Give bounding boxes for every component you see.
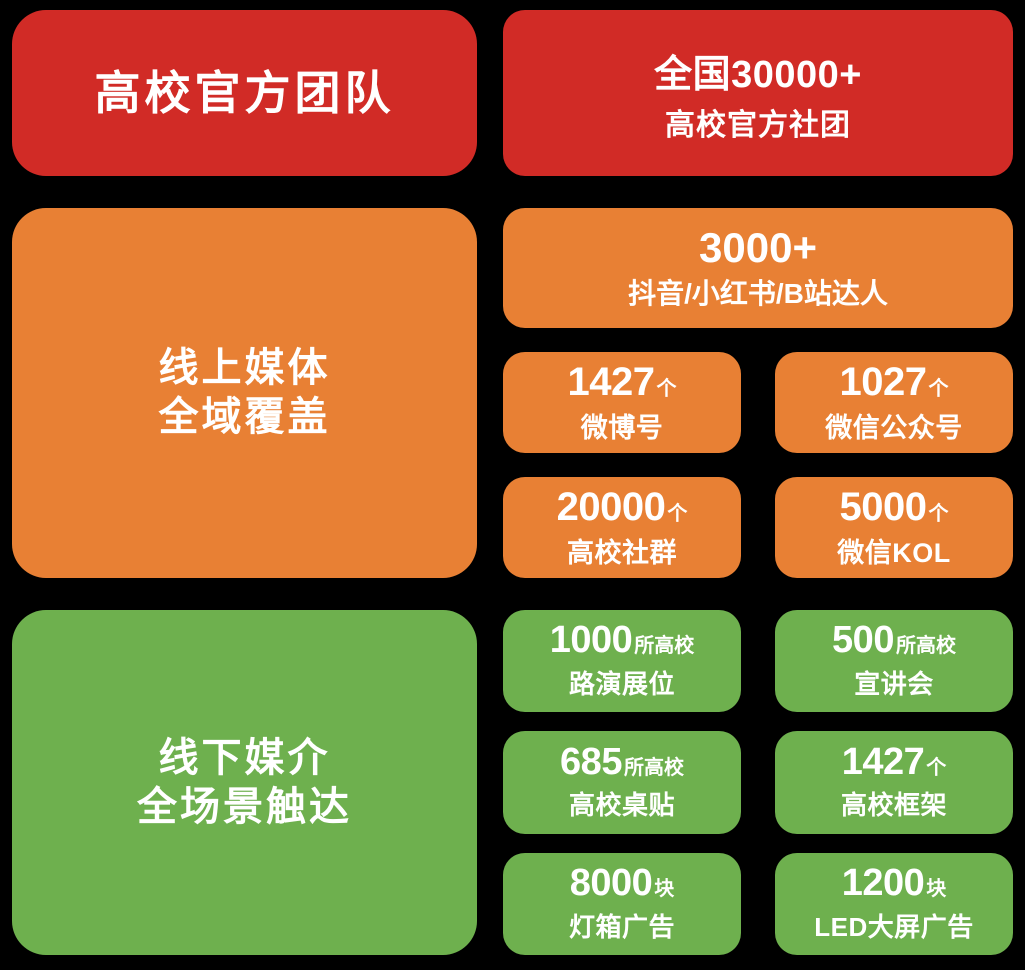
stat-row-offline-2: 685 所高校 高校桌贴 1427 个 高校框架: [503, 731, 1013, 834]
hero-line-1: 高校官方团队: [94, 66, 395, 119]
hero-card-offline-media: 线下媒介 全场景触达: [12, 610, 477, 955]
stat-banner-number: 全国30000+: [654, 53, 862, 96]
stat-unit: 个: [926, 756, 947, 779]
stat-label: 高校社群: [567, 537, 677, 568]
hero-text-online-media: 线上媒体 全域覆盖: [159, 344, 331, 442]
stat-cell-wechat-official-account: 1027 个 微信公众号: [775, 352, 1013, 453]
stat-number-line: 1027 个: [840, 361, 949, 403]
stat-unit: 块: [654, 877, 675, 900]
stat-row-offline-3: 8000 块 灯箱广告 1200 块 LED大屏广告: [503, 852, 1013, 955]
stat-number: 1027: [839, 359, 927, 404]
stat-label: 宣讲会: [854, 669, 934, 700]
stat-label: 微信KOL: [837, 537, 951, 568]
stat-cell-lightbox-ad: 8000 块 灯箱广告: [503, 852, 741, 955]
hero-card-online-media: 线上媒体 全域覆盖: [12, 208, 477, 578]
stat-number-line: 1000 所高校: [549, 619, 695, 662]
stat-unit: 所高校: [895, 635, 956, 658]
stat-number-line: 1427 个: [568, 361, 677, 403]
stat-unit: 块: [926, 877, 947, 900]
stat-number-line: 5000 个: [840, 486, 949, 528]
stat-number: 1427: [841, 740, 925, 783]
stat-cell-weibo: 1427 个 微博号: [503, 352, 741, 453]
stat-label: 微信公众号: [825, 412, 963, 443]
stat-row-offline-1: 1000 所高校 路演展位 500 所高校 宣讲会: [503, 610, 1013, 713]
stat-number: 1427: [567, 359, 655, 404]
hero-line-2: 全域覆盖: [158, 395, 331, 439]
hero-text-offline-media: 线下媒介 全场景触达: [137, 734, 352, 832]
stat-cell-info-session: 500 所高校 宣讲会: [775, 610, 1013, 713]
right-column-offline-media: 1000 所高校 路演展位 500 所高校 宣讲会 685: [503, 610, 1013, 955]
hero-line-1: 线上媒体: [158, 346, 331, 391]
section-offline-media: 线下媒介 全场景触达 1000 所高校 路演展位 500 所高校: [12, 610, 1013, 955]
stat-cell-desk-sticker: 685 所高校 高校桌贴: [503, 731, 741, 834]
stat-number: 1200: [841, 861, 925, 904]
stat-cell-led-screen-ad: 1200 块 LED大屏广告: [775, 852, 1013, 955]
stat-unit: 个: [667, 502, 688, 525]
stat-number-line: 685 所高校: [560, 740, 684, 783]
stat-number: 20000: [556, 484, 666, 529]
section-online-media: 线上媒体 全域覆盖 3000+ 抖音/小红书/B站达人 1427 个 微博号: [12, 208, 1013, 578]
stat-number: 8000: [569, 861, 653, 904]
stat-unit: 个: [656, 377, 677, 400]
stat-cell-wechat-kol: 5000 个 微信KOL: [775, 477, 1013, 578]
stat-number-line: 8000 块: [569, 861, 675, 904]
stat-cell-campus-groups: 20000 个 高校社群: [503, 477, 741, 578]
right-column-online-media: 3000+ 抖音/小红书/B站达人 1427 个 微博号 1027 个 微信: [503, 208, 1013, 578]
stat-label: LED大屏广告: [814, 911, 974, 942]
section-official-team: 高校官方团队 全国30000+ 高校官方社团: [12, 10, 1013, 176]
hero-card-official-team: 高校官方团队: [12, 10, 477, 176]
right-column-official-team: 全国30000+ 高校官方社团: [503, 10, 1013, 176]
stat-banner-label: 抖音/小红书/B站达人: [628, 278, 888, 309]
stat-row-online-2: 20000 个 高校社群 5000 个 微信KOL: [503, 477, 1013, 578]
stat-number: 500: [832, 619, 894, 662]
stat-banner-number: 3000+: [699, 224, 817, 271]
stat-label: 高校框架: [840, 790, 947, 821]
stat-label: 高校桌贴: [568, 790, 675, 821]
stat-label: 灯箱广告: [568, 911, 675, 942]
stat-cell-roadshow-booth: 1000 所高校 路演展位: [503, 610, 741, 713]
stat-number-line: 20000 个: [557, 486, 688, 528]
stat-row-online-1: 1427 个 微博号 1027 个 微信公众号: [503, 352, 1013, 453]
hero-line-2: 全场景触达: [137, 784, 352, 829]
stat-unit: 所高校: [634, 635, 695, 658]
stat-number-line: 500 所高校: [832, 619, 956, 662]
stat-banner-official-clubs: 全国30000+ 高校官方社团: [503, 10, 1013, 176]
hero-line-1: 线下媒介: [158, 735, 331, 780]
stat-label: 路演展位: [568, 669, 675, 700]
stat-number: 5000: [839, 484, 927, 529]
stat-banner-kol: 3000+ 抖音/小红书/B站达人: [503, 208, 1013, 328]
stat-number: 685: [560, 740, 622, 783]
stat-banner-label: 高校官方社团: [665, 108, 851, 142]
stat-cell-campus-frame: 1427 个 高校框架: [775, 731, 1013, 834]
hero-text-official-team: 高校官方团队: [95, 65, 395, 121]
stat-label: 微博号: [580, 412, 664, 443]
stat-number-line: 1200 块: [841, 861, 947, 904]
stat-number: 1000: [549, 619, 633, 662]
stat-unit: 个: [928, 502, 949, 525]
stat-number-line: 1427 个: [841, 740, 947, 783]
stat-unit: 所高校: [623, 756, 684, 779]
stat-unit: 个: [928, 377, 949, 400]
